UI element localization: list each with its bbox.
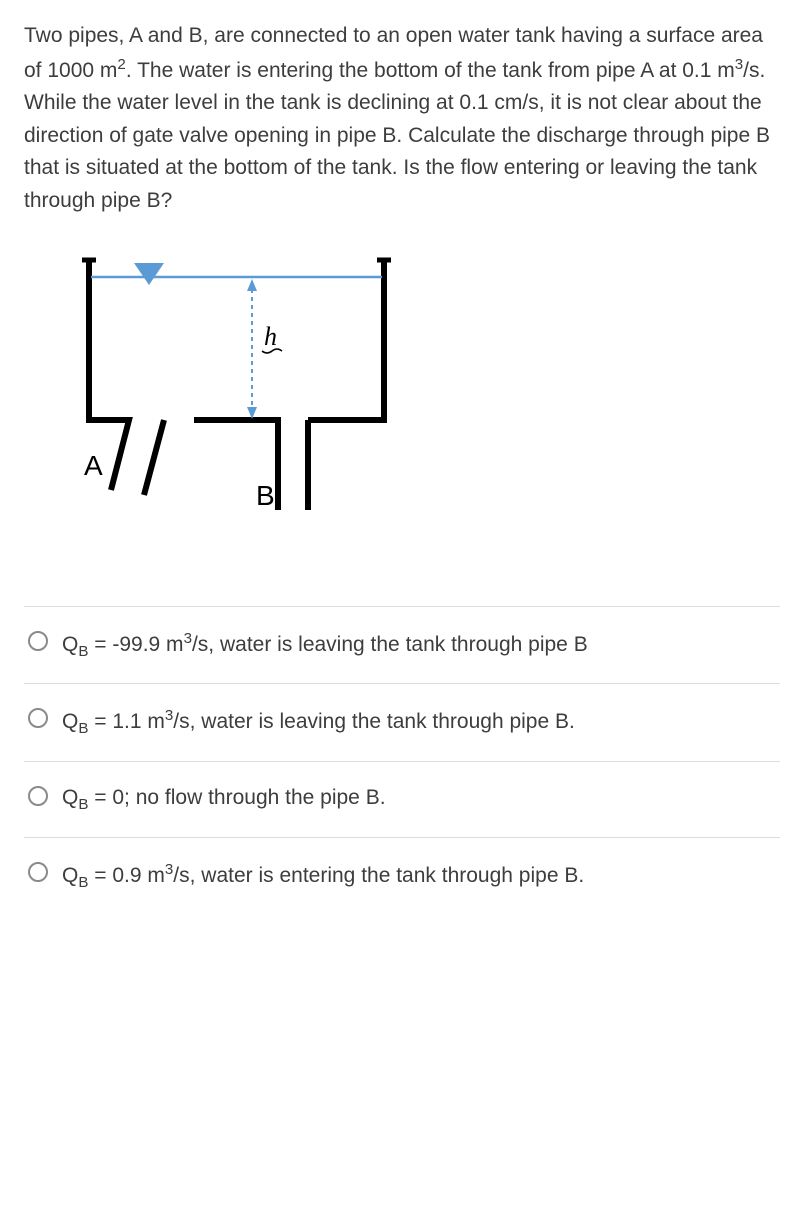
label-b: B [256,480,275,511]
option-text: QB = 0.9 m3/s, water is entering the tan… [62,858,780,895]
tank-diagram: h A B [34,245,780,566]
radio-icon [28,708,48,728]
option-3[interactable]: QB = 0; no flow through the pipe B. [24,762,780,838]
radio-icon [28,786,48,806]
option-4[interactable]: QB = 0.9 m3/s, water is entering the tan… [24,838,780,915]
label-a: A [84,450,103,481]
option-text: QB = 1.1 m3/s, water is leaving the tank… [62,704,780,741]
options-list: QB = -99.9 m3/s, water is leaving the ta… [24,606,780,915]
radio-icon [28,862,48,882]
option-1[interactable]: QB = -99.9 m3/s, water is leaving the ta… [24,607,780,685]
option-text: QB = -99.9 m3/s, water is leaving the ta… [62,627,780,664]
label-h: h [264,322,277,351]
option-text: QB = 0; no flow through the pipe B. [62,782,780,817]
option-2[interactable]: QB = 1.1 m3/s, water is leaving the tank… [24,684,780,762]
question-text: Two pipes, A and B, are connected to an … [24,20,780,217]
radio-icon [28,631,48,651]
